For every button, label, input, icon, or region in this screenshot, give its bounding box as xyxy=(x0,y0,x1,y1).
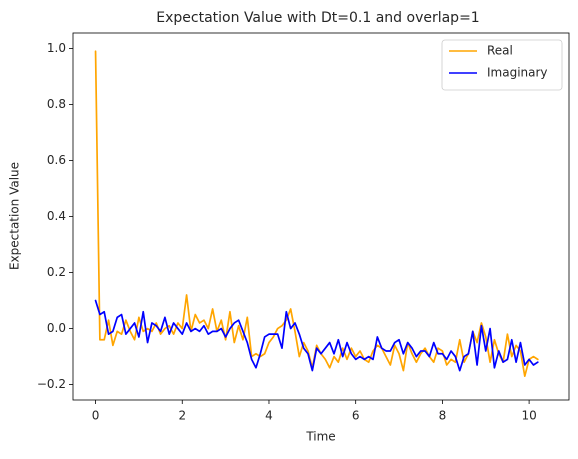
y-tick-label: 0.2 xyxy=(47,265,66,279)
y-axis-label: Expectation Value xyxy=(8,162,22,270)
x-tick-label: 4 xyxy=(265,409,273,423)
y-axis: −0.2 0.0 0.2 0.4 0.6 0.8 1.0 xyxy=(37,41,73,391)
x-axis-label: Time xyxy=(305,430,335,444)
plot-area xyxy=(72,32,570,401)
y-tick-label: −0.2 xyxy=(37,377,66,391)
y-tick-label: 0.4 xyxy=(47,209,66,223)
legend-frame xyxy=(441,39,563,91)
x-tick-label: 6 xyxy=(352,409,360,423)
y-tick-label: 0.0 xyxy=(47,321,66,335)
x-tick-label: 8 xyxy=(439,409,447,423)
y-tick-label: 0.8 xyxy=(47,97,66,111)
x-tick-label: 0 xyxy=(92,409,100,423)
x-tick-label: 10 xyxy=(521,409,536,423)
y-tick-label: 0.6 xyxy=(47,153,66,167)
series-line-imaginary xyxy=(94,299,539,372)
legend: Real Imaginary xyxy=(441,39,563,91)
y-tick-label: 1.0 xyxy=(47,41,66,55)
series-line-real xyxy=(94,50,539,378)
legend-label-imaginary: Imaginary xyxy=(487,66,548,80)
x-tick-label: 2 xyxy=(178,409,186,423)
legend-label-real: Real xyxy=(487,44,513,58)
x-axis: 0 2 4 6 8 10 xyxy=(92,400,537,423)
series-layer xyxy=(94,50,539,378)
chart-title: Expectation Value with Dt=0.1 and overla… xyxy=(156,10,479,26)
